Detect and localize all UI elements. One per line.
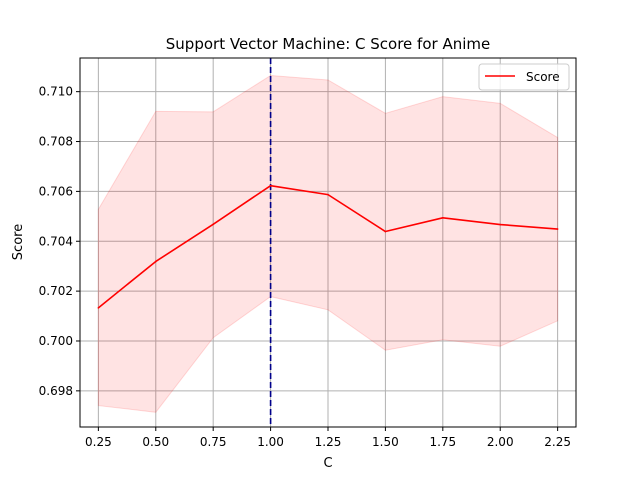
x-tick-label: 1.75 — [429, 435, 456, 449]
score-point — [384, 230, 387, 233]
x-tick-label: 0.50 — [142, 435, 169, 449]
y-tick-label: 0.698 — [39, 384, 73, 398]
score-point — [97, 307, 100, 309]
x-tick-label: 0.25 — [85, 435, 112, 449]
score-point — [499, 223, 502, 226]
x-axis: 0.25 0.50 0.75 1.00 1.25 1.50 1.75 2.00 2.25 — [85, 427, 571, 449]
y-axis-label: Score — [11, 224, 26, 260]
score-confidence-band — [97, 74, 559, 413]
legend-box — [478, 63, 570, 91]
chart-title: Support Vector Machine: C Score for Anim… — [166, 35, 490, 53]
x-axis-label: C — [323, 456, 332, 471]
score-point — [212, 223, 214, 226]
score-point — [269, 184, 272, 187]
y-axis: 0.698 0.700 0.702 0.704 0.706 0.708 0.710 — [39, 85, 80, 398]
x-tick-label: 1.00 — [257, 435, 284, 449]
legend-label-score: Score — [526, 70, 560, 84]
score-point — [556, 228, 559, 230]
series-score — [97, 184, 559, 309]
y-tick-label: 0.702 — [39, 284, 73, 298]
y-tick-label: 0.708 — [39, 135, 73, 149]
x-tick-label: 0.75 — [200, 435, 227, 449]
y-tick-label: 0.700 — [39, 334, 73, 348]
score-point — [154, 260, 157, 263]
x-tick-label: 2.00 — [487, 435, 514, 449]
grid — [80, 58, 576, 427]
x-tick-label: 1.50 — [372, 435, 399, 449]
x-tick-label: 2.25 — [544, 435, 571, 449]
y-tick-label: 0.704 — [39, 234, 73, 248]
y-tick-label: 0.710 — [39, 85, 73, 99]
legend: Score — [478, 63, 570, 91]
x-tick-label: 1.25 — [315, 435, 342, 449]
score-point — [327, 193, 329, 196]
score-point — [442, 217, 444, 219]
y-tick-label: 0.706 — [39, 184, 73, 198]
